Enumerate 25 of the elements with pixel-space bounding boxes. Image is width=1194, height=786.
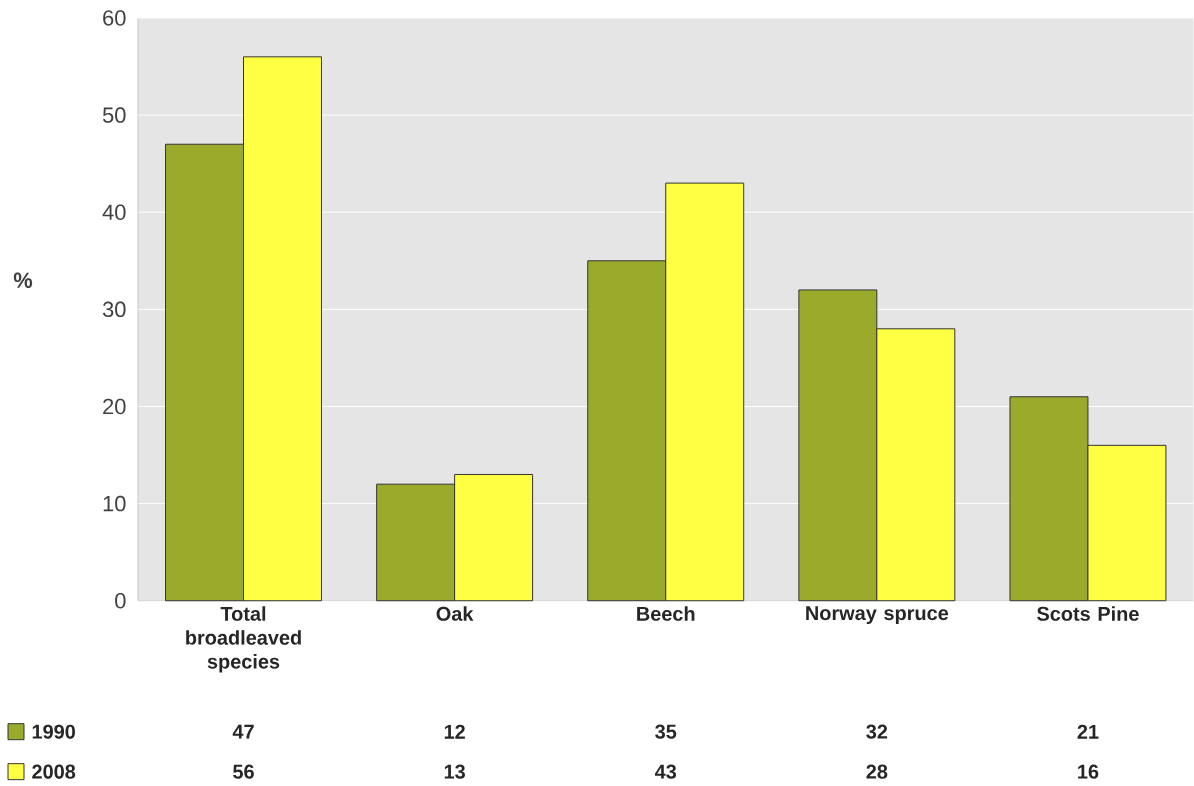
legend-label: 1990 [32, 724, 75, 739]
data-label: 56 [233, 764, 254, 779]
data-label: 32 [866, 724, 888, 739]
y-tick-label: 30 [102, 301, 126, 318]
x-tick-label: Beech [637, 606, 695, 622]
y-tick-label: 10 [103, 496, 126, 512]
data-label: 35 [655, 724, 677, 739]
data-label: 21 [1077, 724, 1099, 739]
x-tick-label: Scots Pine [1037, 606, 1139, 622]
y-tick-label: 0 [115, 593, 126, 609]
data-label: 16 [1078, 764, 1099, 779]
data-label: 12 [444, 724, 465, 739]
data-label: 43 [654, 764, 677, 779]
y-tick-label: 60 [103, 10, 126, 26]
data-label: 47 [232, 725, 254, 739]
data-label: 13 [444, 764, 465, 779]
y-tick-label: 40 [102, 204, 126, 221]
data-label: 28 [866, 764, 888, 779]
x-tick-label: Oak [436, 606, 474, 622]
x-tick-label: Norway spruce [806, 606, 949, 625]
y-tick-label: 50 [102, 107, 126, 124]
x-tick-label: Total broadleaved species [186, 606, 301, 673]
y-axis-title: % [13, 272, 33, 289]
legend-label: 2008 [32, 764, 76, 779]
y-tick-label: 20 [103, 398, 126, 415]
